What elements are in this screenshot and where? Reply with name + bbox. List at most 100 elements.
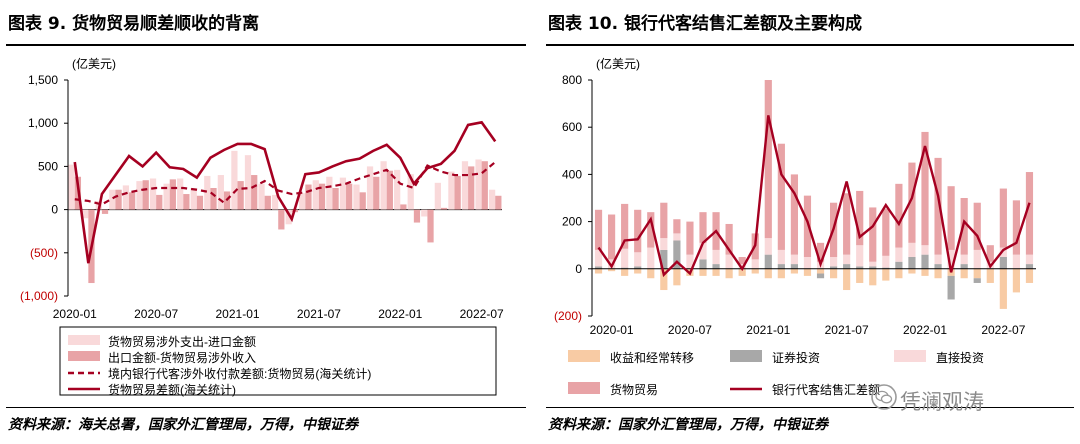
- bar-import-minus-payments: [407, 174, 414, 210]
- legend-label: 直接投资: [936, 350, 984, 365]
- chart-title-left: 图表 9. 货物贸易顺差顺收的背离: [8, 14, 260, 34]
- stacked-bar-segment: [712, 249, 720, 265]
- stacked-bar-segment: [986, 245, 994, 262]
- stacked-bar-segment: [725, 223, 733, 255]
- stacked-bar-segment: [999, 188, 1007, 248]
- bar-import-minus-payments: [394, 169, 401, 210]
- stacked-bar-segment: [634, 268, 642, 274]
- bar-export-minus-receipts: [183, 194, 190, 210]
- stacked-bar-segment: [660, 268, 668, 291]
- stacked-bar-segment: [777, 143, 785, 250]
- stacked-bar-segment: [816, 273, 825, 279]
- bar-export-minus-receipts: [373, 176, 380, 210]
- stacked-bar-segment: [1025, 172, 1034, 255]
- x-tick-label: 2021-07: [297, 307, 341, 321]
- stacked-bar-segment: [607, 214, 616, 260]
- y-tick-label: 400: [562, 167, 582, 181]
- stacked-bar-segment: [738, 257, 746, 265]
- bar-export-minus-receipts: [264, 195, 271, 210]
- line-goods-trade-balance: [73, 120, 497, 264]
- stacked-bar-segment: [947, 249, 955, 269]
- stacked-bar-segment: [947, 186, 955, 250]
- stacked-bar-segment: [790, 268, 799, 274]
- x-tick-label: 2021-01: [746, 323, 790, 337]
- source-rule-left: [6, 407, 526, 408]
- x-tick-label: 2022-07: [981, 323, 1025, 337]
- bar-export-minus-receipts: [413, 209, 421, 223]
- stacked-bar-segment: [647, 268, 655, 279]
- legend-label: 银行代客结售汇差额: [772, 382, 880, 397]
- stacked-bar-segment: [856, 266, 864, 269]
- stacked-bar-segment: [699, 259, 707, 269]
- stacked-bar-segment: [960, 264, 968, 269]
- bar-export-minus-receipts: [278, 209, 285, 230]
- bar-import-minus-payments: [353, 184, 360, 210]
- stacked-bar-segment: [934, 157, 942, 255]
- stacked-bar-segment: [947, 275, 955, 300]
- stacked-bar-segment: [803, 268, 812, 276]
- stacked-bar-segment: [803, 195, 812, 257]
- title-rule-left: [6, 44, 526, 46]
- bar-import-minus-payments: [163, 183, 170, 210]
- stacked-bar-segment: [725, 254, 733, 269]
- stacked-bar-segment: [725, 268, 733, 279]
- bar-export-minus-receipts: [495, 195, 502, 210]
- bar-import-minus-payments: [448, 171, 455, 210]
- stacked-bar-segment: [647, 212, 655, 248]
- y-tick-label: 600: [562, 120, 582, 134]
- y-tick-label: (500): [30, 246, 58, 260]
- bar-import-minus-payments: [312, 180, 319, 210]
- stacked-bar-segment: [895, 183, 903, 248]
- chart-panel-left: 图表 9. 货物贸易顺差顺收的背离 1,500 1,000 500 0 (500) (1,…: [0, 0, 532, 444]
- stacked-bar-segment: [673, 219, 681, 234]
- bar-export-minus-receipts: [210, 188, 217, 210]
- watermark-text: 凭澜观涛: [900, 390, 984, 414]
- legend-swatch: [568, 350, 600, 362]
- bar-export-minus-receipts: [481, 161, 488, 210]
- stacked-bar-segment: [856, 245, 864, 267]
- stacked-bar-segment: [999, 268, 1007, 309]
- stacked-bar-segment: [960, 268, 968, 279]
- bar-import-minus-payments: [421, 209, 428, 217]
- bar-export-minus-receipts: [101, 209, 109, 214]
- stacked-bar-segment: [882, 267, 890, 269]
- stacked-bar-segment: [856, 268, 864, 283]
- stacked-bar-segment: [973, 268, 981, 279]
- bar-import-minus-payments: [177, 178, 184, 210]
- stacked-bar-segment: [895, 268, 903, 279]
- y-tick-label: 800: [562, 73, 582, 87]
- bar-export-minus-receipts: [156, 194, 163, 210]
- stacked-bar-segment: [621, 248, 629, 268]
- bar-import-minus-payments: [68, 164, 75, 210]
- bar-import-minus-payments: [434, 182, 441, 210]
- stacked-bar-segment: [921, 131, 929, 246]
- x-tick-label: 2022-01: [903, 323, 947, 337]
- legend-label: 收益和经常转移: [610, 350, 694, 365]
- bar-import-minus-payments: [122, 185, 130, 210]
- stacked-bar-segment: [843, 254, 851, 265]
- bar-export-minus-receipts: [142, 180, 149, 210]
- line-bank-goods-balance: [74, 161, 496, 206]
- bar-import-minus-payments: [204, 175, 211, 210]
- bar-import-minus-payments: [488, 189, 496, 210]
- bar-export-minus-receipts: [196, 195, 204, 210]
- stacked-bar-segment: [816, 268, 825, 274]
- stacked-bar-segment: [973, 278, 981, 283]
- stacked-bar-segment: [790, 254, 799, 265]
- stacked-bar-segment: [777, 268, 785, 279]
- bar-export-minus-receipts: [332, 188, 339, 210]
- stacked-bar-segment: [1025, 264, 1034, 269]
- y-tick-label: 500: [38, 159, 58, 173]
- x-tick-label: 2021-07: [825, 323, 869, 337]
- stacked-bar-segment: [999, 247, 1007, 257]
- stacked-bar-segment: [803, 257, 812, 269]
- stacked-bar-segment: [712, 264, 720, 269]
- legend-label: 货物贸易涉外支出-进口金额: [108, 334, 256, 349]
- stacked-bar-segment: [882, 268, 890, 281]
- stacked-bar-segment: [829, 268, 838, 279]
- stacked-bar-segment: [908, 242, 916, 257]
- source-note-right: 资料来源：国家外汇管理局，万得，中银证券: [548, 417, 828, 433]
- bar-export-minus-receipts: [237, 181, 244, 210]
- stacked-bar-segment: [1025, 268, 1034, 283]
- legend-label: 证券投资: [772, 350, 820, 365]
